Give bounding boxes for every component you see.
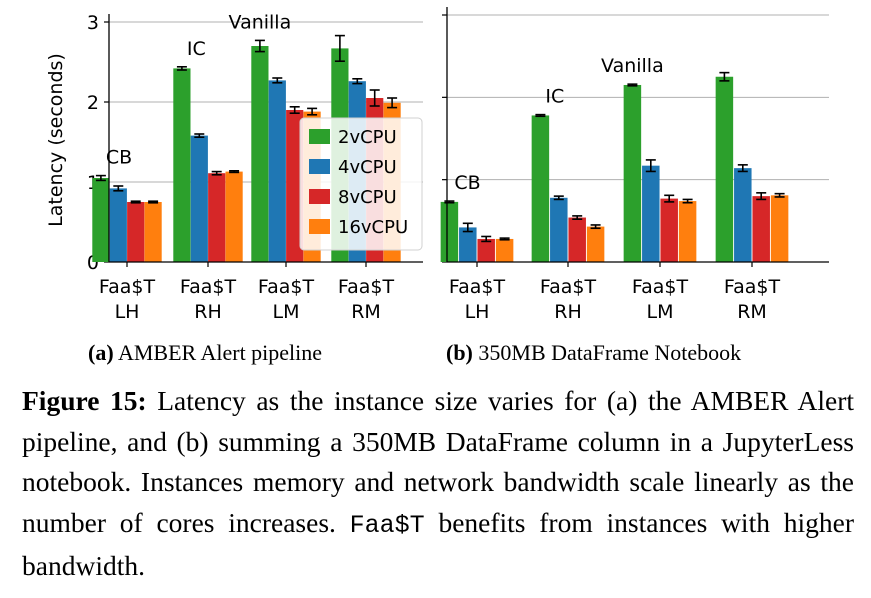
bar — [752, 196, 770, 262]
figure-caption: Figure 15: Latency as the instance size … — [22, 385, 854, 581]
x-tick-label: Faa$T — [338, 276, 395, 298]
bar — [127, 202, 145, 262]
bar — [715, 76, 734, 262]
legend-label: 2vCPU — [338, 127, 397, 148]
bar — [251, 46, 269, 262]
legend-swatch — [309, 219, 330, 234]
bar — [660, 198, 678, 262]
bar — [642, 165, 660, 262]
bar — [109, 188, 127, 262]
bar — [286, 110, 304, 262]
group-annotation: CB — [454, 172, 480, 194]
bar — [459, 227, 477, 262]
group-annotation: IC — [187, 38, 206, 60]
group-annotation: CB — [106, 147, 132, 169]
subcaption-b: (b) 350MB DataFrame Notebook — [446, 340, 742, 365]
legend-label: 8vCPU — [338, 187, 397, 208]
caption-label: Figure 15: — [22, 385, 147, 416]
legend-swatch — [309, 189, 330, 204]
bar — [734, 168, 752, 262]
x-tick-label: Faa$T — [540, 276, 597, 298]
legend-swatch — [309, 129, 330, 144]
x-tick-label: Faa$T — [180, 276, 237, 298]
bar — [208, 173, 226, 262]
x-tick-label: RH — [194, 301, 222, 323]
bar — [568, 217, 586, 262]
subcaption-a: (a) AMBER Alert pipeline — [88, 340, 323, 365]
x-tick-label: LH — [115, 301, 140, 323]
y-tick-label: 2 — [87, 92, 99, 114]
legend-label: 4vCPU — [338, 157, 397, 178]
bar — [495, 238, 514, 262]
bar — [225, 171, 243, 262]
y-tick-label: 3 — [87, 12, 99, 34]
bar — [190, 135, 208, 262]
chart-panel-b: CB IC Vanilla Faa$T LH Faa$T RH Faa$T LM Faa$T RM — [440, 7, 829, 323]
bar — [623, 84, 642, 262]
bar — [440, 201, 459, 262]
group-annotation: IC — [545, 86, 564, 108]
legend: 2vCPU 4vCPU 8vCPU 16vCPU — [299, 117, 423, 251]
figure-charts: 0123Latency (seconds)CBICVanillaFaa$TLHF… — [45, 7, 829, 323]
bar — [477, 238, 495, 262]
bar — [268, 80, 286, 263]
bar — [586, 226, 605, 262]
x-tick-label: LM — [273, 301, 300, 323]
x-tick-label: Faa$T — [632, 276, 689, 298]
x-tick-label: RH — [554, 301, 582, 323]
x-tick-label: Faa$T — [99, 276, 156, 298]
bar — [144, 202, 162, 262]
bar — [550, 197, 568, 262]
x-tick-label: RM — [737, 301, 767, 323]
group-annotation: Vanilla — [601, 55, 664, 77]
y-axis-label: Latency (seconds) — [45, 53, 67, 227]
chart-panel-a: 0123Latency (seconds)CBICVanillaFaa$TLHF… — [45, 11, 423, 323]
legend-label: 16vCPU — [338, 217, 408, 238]
bar — [92, 178, 110, 262]
group-annotation: Vanilla — [229, 11, 292, 33]
bar — [678, 201, 697, 262]
x-tick-label: Faa$T — [724, 276, 781, 298]
x-tick-label: RM — [351, 301, 381, 323]
bar — [173, 68, 191, 263]
legend-swatch — [309, 159, 330, 174]
legend-frame — [299, 117, 423, 251]
x-tick-label: Faa$T — [449, 276, 506, 298]
x-tick-label: Faa$T — [258, 276, 315, 298]
bar — [531, 115, 550, 263]
x-tick-label: LH — [465, 301, 490, 323]
bar — [770, 195, 789, 262]
x-tick-label: LM — [647, 301, 674, 323]
